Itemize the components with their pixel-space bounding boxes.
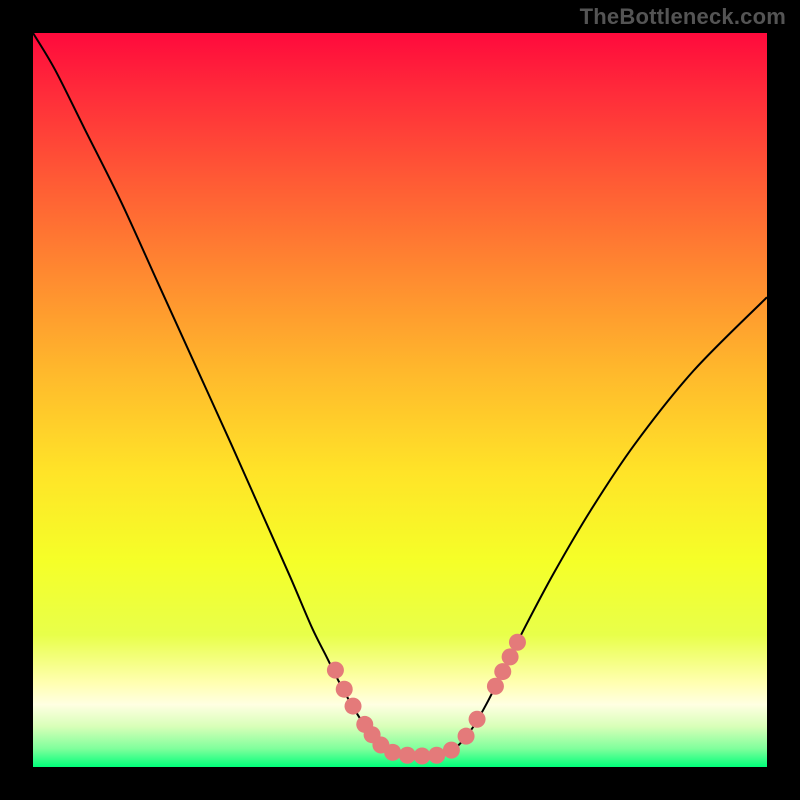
plot-background-gradient: [33, 33, 767, 767]
highlight-dot: [428, 747, 445, 764]
highlight-dot: [399, 747, 416, 764]
highlight-dot: [487, 678, 504, 695]
highlight-dot: [336, 681, 353, 698]
highlight-dot: [327, 662, 344, 679]
highlight-dot: [469, 711, 486, 728]
highlight-dot: [502, 648, 519, 665]
highlight-dot: [458, 728, 475, 745]
highlight-dot: [443, 742, 460, 759]
highlight-dot: [509, 634, 526, 651]
highlight-dot: [384, 744, 401, 761]
highlight-dot: [345, 698, 362, 715]
bottleneck-chart: [0, 0, 800, 800]
highlight-dot: [494, 663, 511, 680]
watermark-text: TheBottleneck.com: [580, 4, 786, 30]
chart-container: TheBottleneck.com: [0, 0, 800, 800]
highlight-dot: [414, 747, 431, 764]
